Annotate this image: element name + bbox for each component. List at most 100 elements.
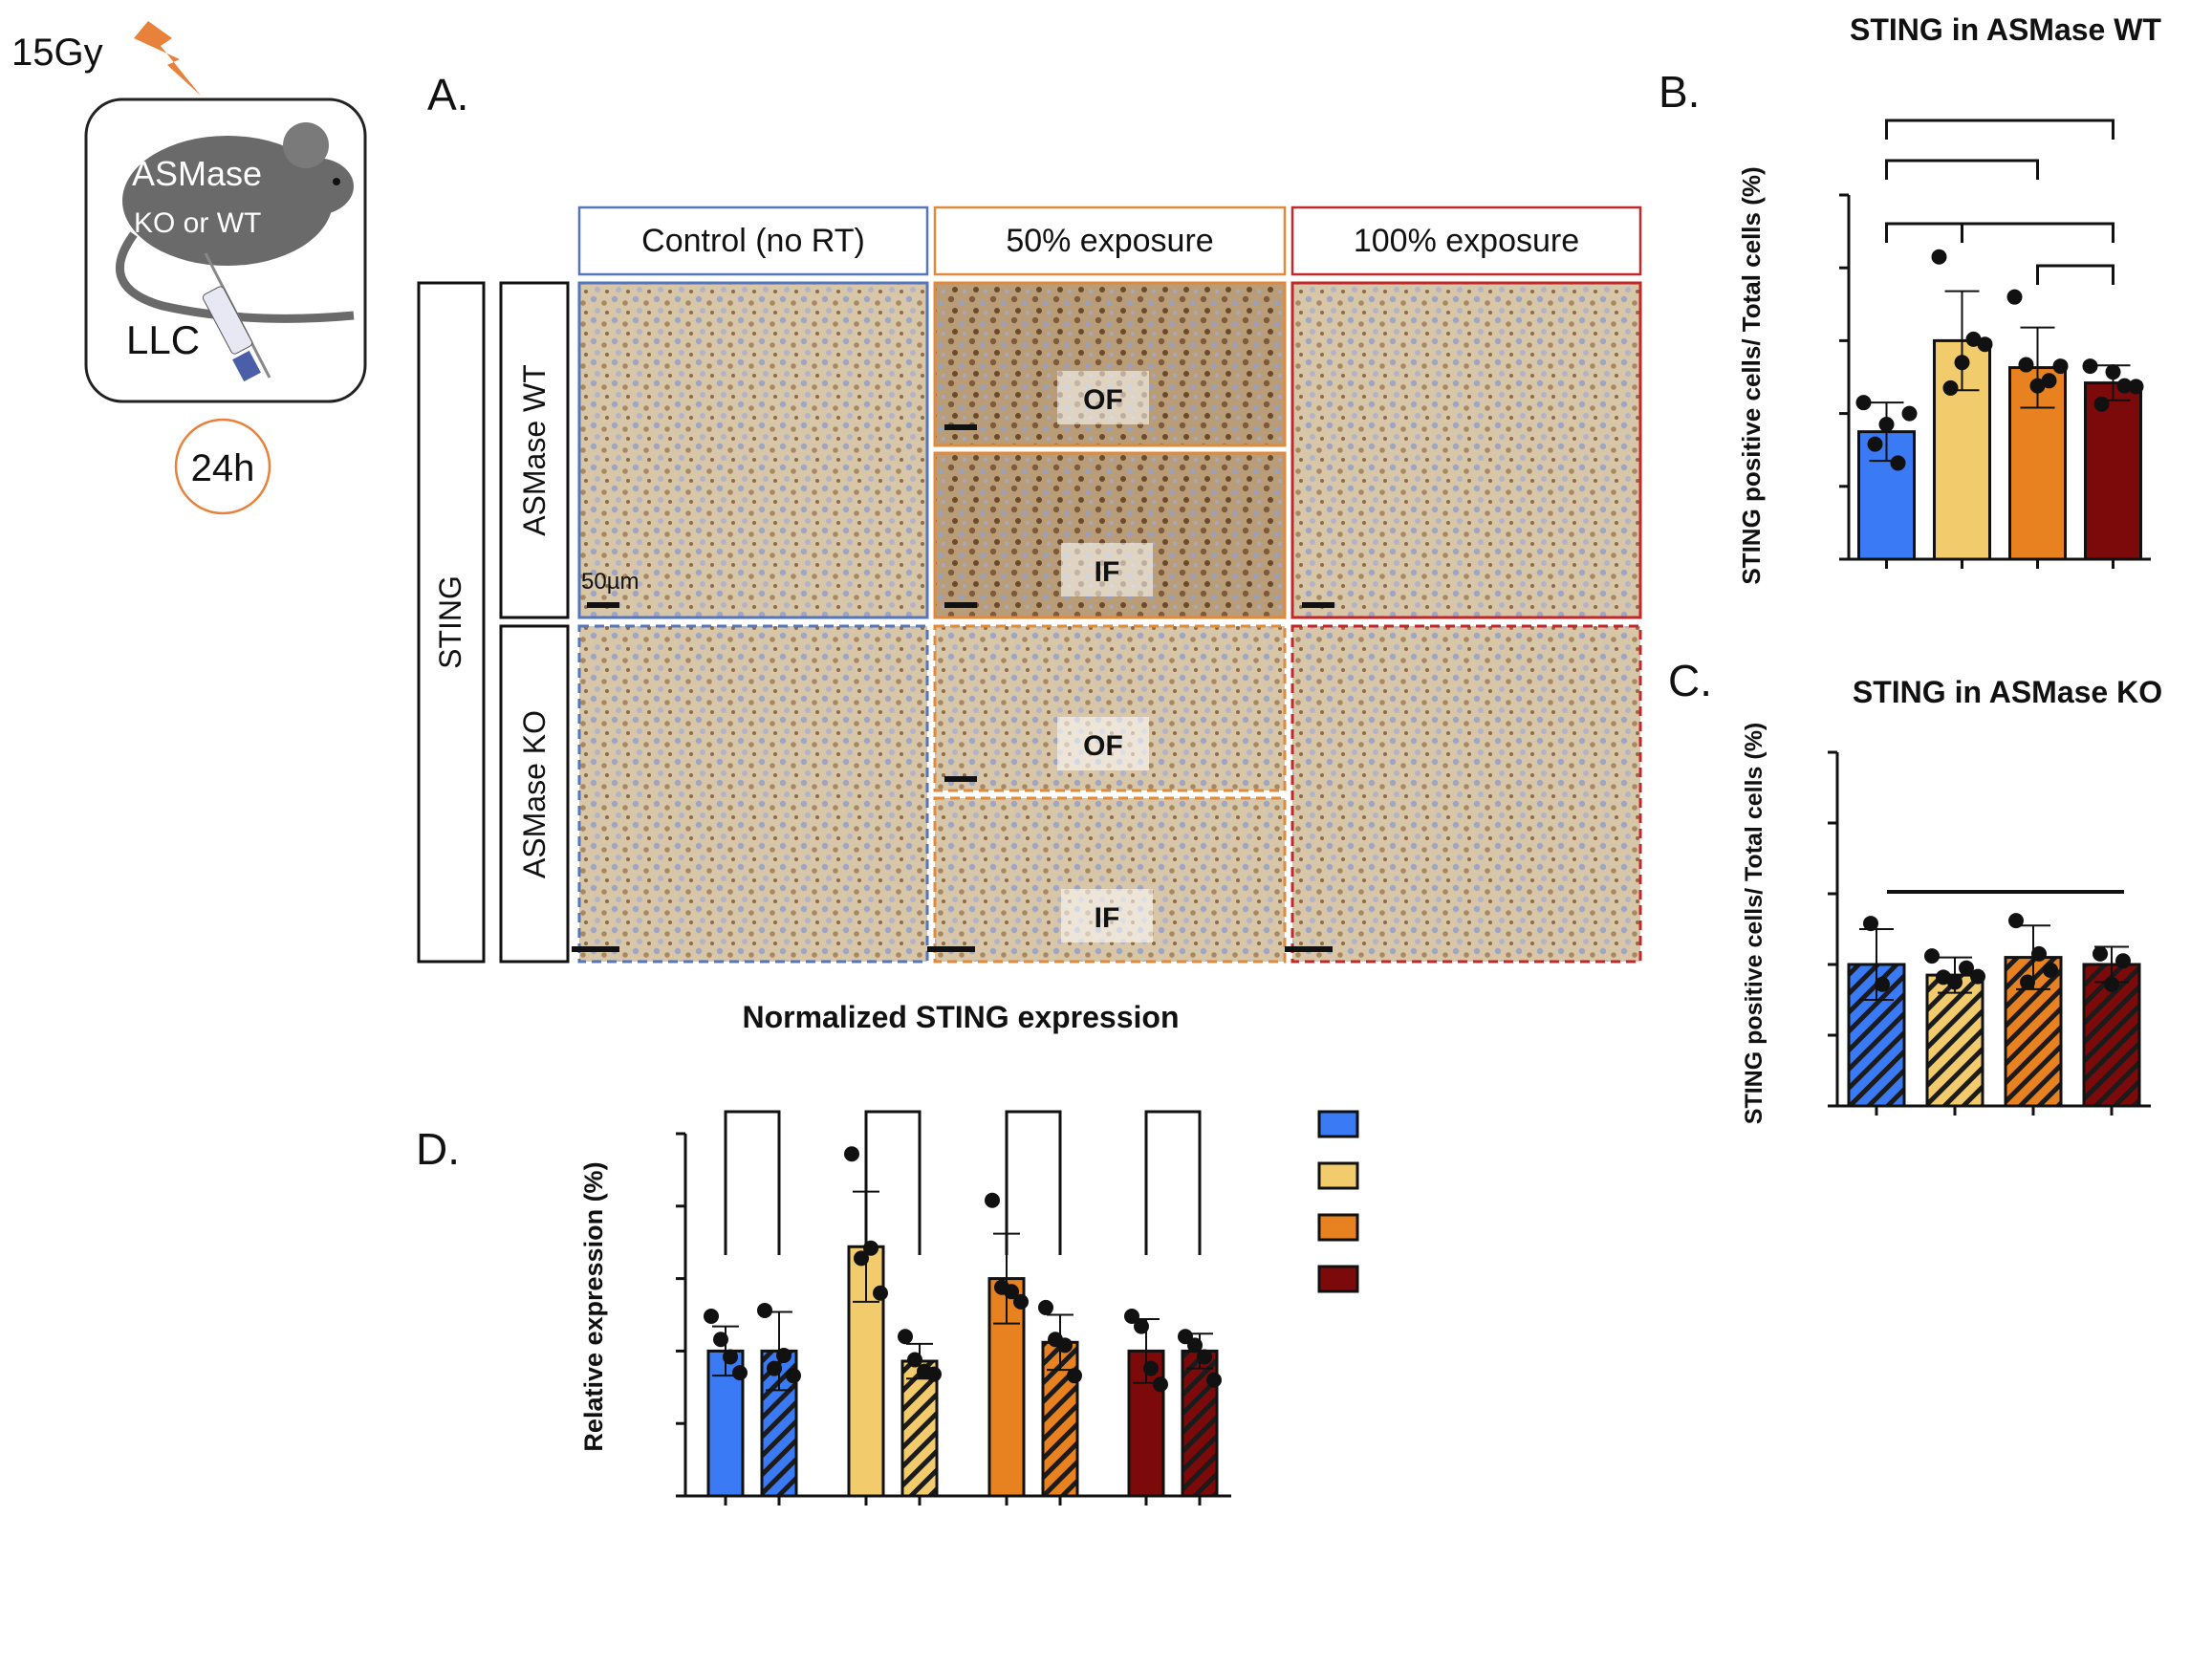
micrograph-ko-100 [1290, 624, 1642, 964]
data-point [2082, 358, 2098, 375]
data-point [1067, 1368, 1082, 1384]
data-point [2018, 357, 2034, 373]
data-point [1924, 948, 1940, 964]
data-point [732, 1365, 748, 1381]
data-point [2105, 364, 2121, 380]
significance-bracket [1885, 222, 1963, 243]
col-header-box-100 [1290, 206, 1642, 276]
data-point [1890, 455, 1906, 471]
significance-bracket [2036, 264, 2114, 285]
region-box-wt-of [1057, 371, 1149, 424]
col-header-box-50 [933, 206, 1287, 276]
region-box-ko-of [1057, 717, 1149, 770]
data-point [1947, 974, 1963, 990]
chart-b-ylabel: STING positive cells/ Total cells (%) [1737, 166, 1766, 584]
significance-bracket [1144, 1110, 1202, 1255]
significance-bracket [1961, 222, 2114, 243]
mouse-line1: ASMase [132, 154, 262, 193]
scale-bar [927, 946, 975, 952]
data-point [873, 1285, 888, 1301]
data-point [1942, 379, 1959, 396]
legend-swatch-50-of [1317, 1161, 1359, 1190]
chart-c: STING in ASMase KO STING positive cells/… [1741, 675, 2162, 1124]
data-point [1959, 960, 1974, 976]
row-label-box-ko [499, 624, 570, 964]
panel-label-d: D. [416, 1124, 460, 1174]
mouse-icon [115, 122, 355, 323]
data-point [1875, 976, 1890, 992]
data-point [1153, 1376, 1168, 1393]
chart-d-legend [1317, 1110, 1359, 1293]
panel-label-c: C. [1668, 656, 1712, 705]
data-point [1013, 1293, 1029, 1310]
scale-bar [944, 424, 977, 430]
data-point [2020, 974, 2035, 990]
region-box-wt-if [1061, 543, 1153, 596]
micrograph-wt-100 [1290, 281, 1642, 619]
data-point [1197, 1349, 1212, 1365]
data-point [767, 1360, 782, 1376]
row-label-ko: ASMase KO [517, 710, 552, 878]
data-point [2116, 378, 2133, 394]
data-point [2052, 358, 2069, 375]
legend-swatch-50-if [1317, 1213, 1359, 1242]
data-point [723, 1349, 738, 1365]
col-header-100: 100% exposure [1354, 223, 1579, 259]
data-point [2008, 913, 2024, 929]
schematic: 15Gy ASMase KO or WT LLC 24h [11, 21, 367, 515]
bar-100 [2084, 381, 2142, 561]
data-point [1143, 1360, 1159, 1376]
significance-bracket [864, 1110, 922, 1255]
data-point [1187, 1337, 1203, 1354]
significance-bracket [1005, 1110, 1062, 1255]
data-point [2104, 976, 2119, 992]
data-point [1855, 395, 1872, 411]
syringe-icon [202, 252, 271, 382]
region-label-ko-if: IF [1095, 902, 1120, 934]
scale-bar [944, 602, 977, 608]
data-point [2093, 396, 2110, 412]
chart-d-ylabel: Relative expression (%) [579, 1161, 608, 1451]
data-point [898, 1329, 913, 1345]
region-label-wt-of: OF [1083, 384, 1123, 416]
micrograph-wt-control [577, 281, 929, 619]
data-point [1954, 355, 1970, 371]
chart-c-ylabel: STING positive cells/ Total cells (%) [1741, 723, 1767, 1124]
significance-bracket [1885, 159, 2039, 180]
marker-label-box [417, 281, 486, 964]
data-point [985, 1192, 1000, 1208]
data-point [1931, 249, 1947, 265]
region-label-wt-if: IF [1095, 556, 1120, 588]
panel-label-b: B. [1659, 67, 1700, 117]
data-point [1057, 1337, 1073, 1354]
dose-label: 15Gy [11, 32, 103, 74]
data-point [2029, 378, 2046, 394]
data-point [2006, 289, 2023, 305]
data-point [1977, 336, 1993, 353]
data-point [1124, 1309, 1139, 1325]
region-box-ko-if [1061, 889, 1153, 942]
row-label-wt: ASMase WT [517, 364, 552, 536]
data-point [757, 1302, 772, 1318]
row-label-box-wt [499, 281, 570, 619]
data-point [2093, 945, 2108, 962]
mouse-line2: KO or WT [134, 207, 261, 239]
data-point [1878, 417, 1895, 433]
col-header-box-control [577, 206, 929, 276]
data-point [844, 1146, 859, 1162]
scale-bar [944, 776, 977, 782]
data-point [1867, 436, 1883, 452]
data-point [1038, 1299, 1053, 1315]
tumor-label: LLC [126, 317, 200, 362]
chart-d-title: Normalized STING expression [742, 1000, 1179, 1034]
col-header-control: Control (no RT) [641, 223, 865, 259]
scale-bar [1285, 946, 1333, 952]
data-point [1970, 968, 1985, 985]
data-point [907, 1352, 922, 1368]
data-point [1901, 405, 1918, 422]
scale-bar [1302, 602, 1334, 608]
chart-b: STING in ASMase WT STING positive cells/… [1737, 12, 2161, 585]
bar-50-of-ko [900, 1359, 939, 1498]
timepoint-circle [174, 418, 271, 515]
